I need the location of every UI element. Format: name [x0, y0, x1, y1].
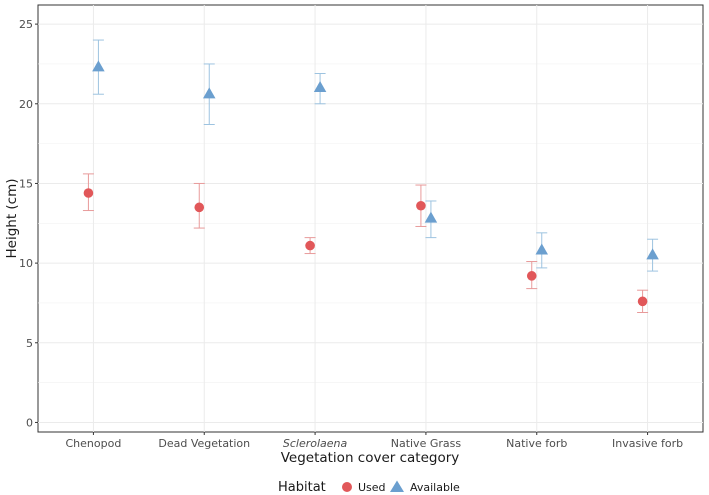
y-tick-label: 20 — [19, 98, 33, 111]
y-tick-label: 15 — [19, 177, 33, 190]
legend-available-marker — [390, 480, 404, 492]
x-axis: Chenopod Dead Vegetation Sclerolaena Native… — [66, 432, 683, 450]
y-axis-title: Height (cm) — [4, 178, 20, 258]
point-used — [194, 202, 205, 213]
point-available — [535, 243, 548, 255]
point-used — [416, 200, 426, 211]
y-axis: 0 5 10 15 20 25 — [19, 18, 38, 429]
y-tick-label: 10 — [19, 257, 33, 270]
point-used — [305, 240, 315, 251]
x-axis-title: Vegetation cover category — [281, 450, 460, 466]
legend-available-label: Available — [410, 481, 460, 494]
gridlines — [38, 5, 703, 432]
y-tick-label: 25 — [19, 18, 33, 31]
legend: Habitat Used Available — [278, 480, 460, 495]
point-used — [83, 188, 94, 198]
point-used — [526, 271, 537, 281]
x-tick-label: Invasive forb — [612, 437, 683, 450]
legend-title: Habitat — [278, 480, 326, 495]
y-tick-label: 5 — [26, 337, 33, 350]
x-tick-label: Dead Vegetation — [158, 437, 250, 450]
point-available — [424, 211, 438, 223]
point-available — [203, 87, 216, 99]
point-available — [646, 248, 659, 260]
x-tick-label: Chenopod — [66, 437, 122, 450]
point-available — [313, 81, 327, 93]
point-used — [637, 296, 648, 307]
y-tick-label: 0 — [26, 416, 33, 429]
x-tick-label: Native Grass — [391, 437, 462, 450]
legend-used-marker — [342, 482, 352, 492]
point-available — [92, 60, 105, 72]
x-tick-label: Native forb — [506, 437, 567, 450]
x-tick-label: Sclerolaena — [283, 437, 348, 450]
legend-used-label: Used — [358, 481, 386, 494]
data-points — [83, 60, 659, 307]
plot-panel — [37, 4, 704, 433]
